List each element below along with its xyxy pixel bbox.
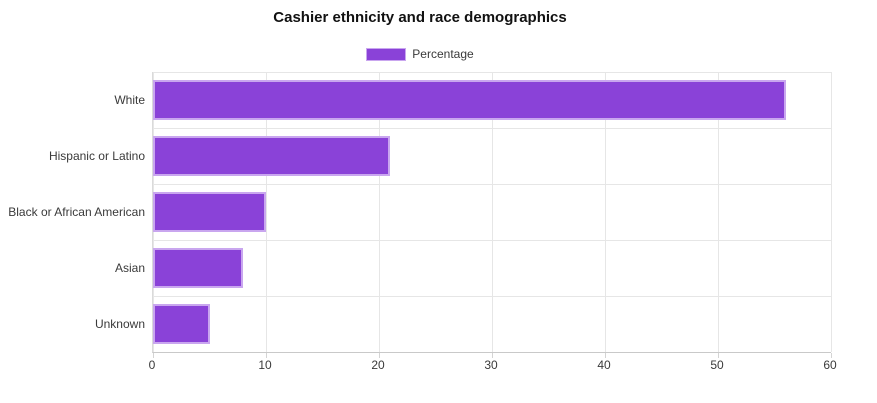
bar-hispanic-or-latino[interactable] [153, 136, 390, 176]
x-tick-label: 0 [148, 358, 156, 372]
category-label: Hispanic or Latino [48, 149, 145, 163]
gridline-vertical [831, 72, 832, 352]
y-axis-labels: White Hispanic or Latino Black or African … [0, 72, 145, 352]
bar-black-or-african-american[interactable] [153, 192, 266, 232]
x-tick-label: 40 [597, 358, 611, 372]
axis-tick-mark [492, 353, 493, 358]
axis-tick-mark [379, 353, 380, 358]
category-label: Asian [114, 261, 145, 275]
legend-item-percentage[interactable]: Percentage [366, 47, 474, 61]
bar-asian[interactable] [153, 248, 243, 288]
x-tick-label: 20 [371, 358, 385, 372]
axis-tick-mark [605, 353, 606, 358]
category-label: White [114, 93, 145, 107]
axis-tick-mark [718, 353, 719, 358]
category-label: Unknown [94, 317, 145, 331]
x-tick-label: 30 [484, 358, 498, 372]
bar-unknown[interactable] [153, 304, 210, 344]
x-tick-label: 50 [710, 358, 724, 372]
legend-label: Percentage [412, 47, 474, 61]
legend: Percentage [0, 47, 840, 61]
axis-tick-mark [831, 353, 832, 358]
axis-tick-mark [266, 353, 267, 358]
gridline-vertical [605, 72, 606, 352]
bar-white[interactable] [153, 80, 786, 120]
plot-area [152, 72, 832, 358]
chart-title: Cashier ethnicity and race demographics [273, 9, 567, 26]
x-tick-label: 60 [823, 358, 837, 372]
gridline-vertical [718, 72, 719, 352]
axis-tick-mark [153, 353, 154, 358]
legend-swatch-icon [366, 47, 407, 61]
gridline-vertical [492, 72, 493, 352]
category-label: Black or African American [8, 205, 145, 219]
x-axis-labels: 0 10 20 30 40 50 60 [0, 358, 877, 374]
x-tick-label: 10 [258, 358, 272, 372]
gridline-vertical [266, 72, 267, 352]
gridline-vertical [379, 72, 380, 352]
